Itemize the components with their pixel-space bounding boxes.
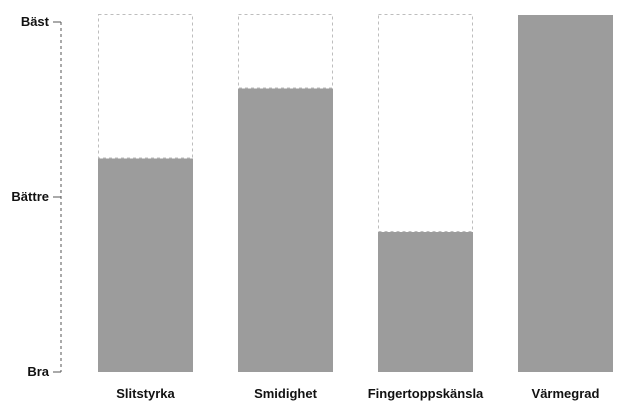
x-category-label-smidighet: Smidighet (254, 386, 318, 401)
bar-slitstyrka (98, 158, 193, 372)
bar-smidighet (238, 88, 333, 372)
x-category-label-fingertoppskansla: Fingertoppskänsla (368, 386, 484, 401)
bars (98, 14, 613, 372)
y-tick-label-bast: Bäst (21, 14, 50, 29)
x-category-label-varmegrad: Värmegrad (532, 386, 600, 401)
bar-max-outline-smidighet (238, 14, 333, 89)
bar-max-outline-slitstyrka (98, 14, 193, 159)
y-axis-ticks: Bra Bättre Bäst (11, 14, 61, 379)
x-category-label-slitstyrka: Slitstyrka (116, 386, 175, 401)
bar-fingertoppskansla (378, 232, 473, 372)
bar-max-outline-fingertoppskansla (378, 14, 473, 232)
y-tick-label-bra: Bra (27, 364, 49, 379)
y-tick-label-battre: Bättre (11, 189, 49, 204)
x-axis-categories: Slitstyrka Smidighet Fingertoppskänsla V… (116, 386, 599, 401)
bar-varmegrad (518, 15, 613, 372)
